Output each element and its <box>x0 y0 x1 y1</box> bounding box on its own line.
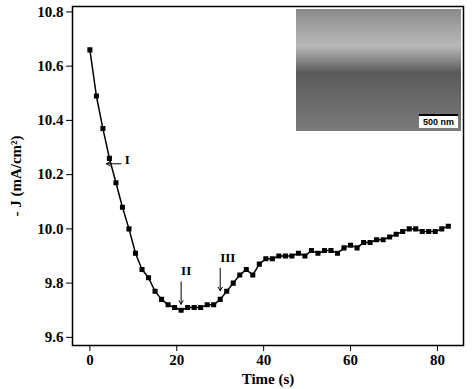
svg-text:40: 40 <box>256 352 271 368</box>
svg-text:II: II <box>181 263 191 278</box>
html-text:500 nm: 500 nm <box>423 117 454 127</box>
svg-text:10.4: 10.4 <box>37 112 64 128</box>
svg-text:9.6: 9.6 <box>45 329 64 345</box>
svg-text:10.8: 10.8 <box>37 4 63 20</box>
svg-text:20: 20 <box>169 352 184 368</box>
svg-text:60: 60 <box>343 352 358 368</box>
svg-text:III: III <box>220 250 235 265</box>
svg-text:10.2: 10.2 <box>37 166 63 182</box>
svg-text:I: I <box>125 152 130 167</box>
svg-text:10.0: 10.0 <box>37 221 63 237</box>
svg-text:Time (s): Time (s) <box>242 371 295 388</box>
svg-text:80: 80 <box>430 352 445 368</box>
svg-text:9.8: 9.8 <box>45 275 64 291</box>
svg-text:0: 0 <box>86 352 94 368</box>
svg-text:10.6: 10.6 <box>37 58 64 74</box>
svg-text:- J (mA/cm²): - J (mA/cm²) <box>8 135 25 216</box>
